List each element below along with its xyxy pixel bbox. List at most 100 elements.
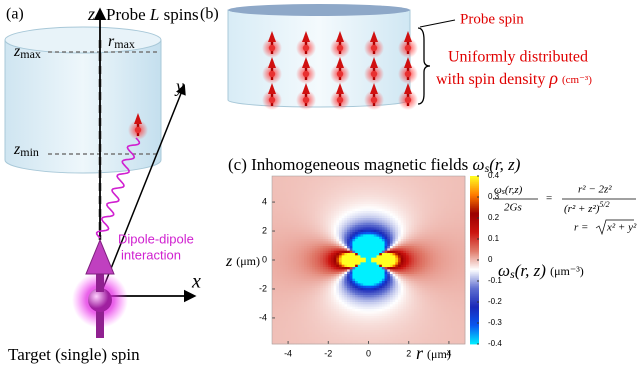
- heatmap-cell: [339, 279, 342, 282]
- heatmap-cell: [382, 213, 385, 216]
- heatmap-cell: [344, 295, 347, 298]
- heatmap-cell: [339, 227, 342, 230]
- heatmap-cell: [280, 239, 283, 242]
- heatmap-cell: [342, 251, 345, 254]
- heatmap-cell: [363, 304, 366, 307]
- heatmap-cell: [285, 309, 288, 312]
- heatmap-cell: [328, 316, 331, 319]
- heatmap-cell: [406, 225, 409, 228]
- heatmap-cell: [280, 234, 283, 237]
- heatmap-cell: [307, 206, 310, 209]
- heatmap-cell: [403, 339, 406, 342]
- heatmap-cell: [379, 204, 382, 207]
- heatmap-cell: [323, 274, 326, 277]
- heatmap-cell: [358, 251, 361, 254]
- heatmap-cell: [438, 176, 441, 179]
- heatmap-cell: [417, 318, 420, 321]
- heatmap-cell: [433, 244, 436, 247]
- heatmap-cell: [291, 297, 294, 300]
- heatmap-cell: [379, 232, 382, 235]
- heatmap-cell: [446, 286, 449, 289]
- heatmap-cell: [425, 244, 428, 247]
- heatmap-cell: [275, 337, 278, 340]
- heatmap-cell: [414, 304, 417, 307]
- heatmap-cell: [366, 192, 369, 195]
- heatmap-cell: [436, 274, 439, 277]
- heatmap-cell: [301, 244, 304, 247]
- heatmap-cell: [395, 248, 398, 251]
- heatmap-cell: [409, 192, 412, 195]
- heatmap-cell: [355, 181, 358, 184]
- heatmap-cell: [320, 316, 323, 319]
- heatmap-cell: [387, 300, 390, 303]
- heatmap-cell: [433, 206, 436, 209]
- heatmap-cell: [379, 321, 382, 324]
- heatmap-cell: [288, 262, 291, 265]
- heatmap-cell: [417, 339, 420, 342]
- heatmap-cell: [406, 318, 409, 321]
- heatmap-cell: [301, 337, 304, 340]
- heatmap-cell: [310, 246, 313, 249]
- bracket: [418, 28, 430, 104]
- heatmap-cell: [326, 309, 329, 312]
- heatmap-cell: [288, 204, 291, 207]
- heatmap-cell: [427, 246, 430, 249]
- heatmap-cell: [409, 195, 412, 198]
- heatmap-cell: [369, 199, 372, 202]
- heatmap-cell: [377, 246, 380, 249]
- heatmap-cell: [406, 223, 409, 226]
- heatmap-cell: [436, 223, 439, 226]
- heatmap-cell: [272, 281, 275, 284]
- heatmap-cell: [301, 230, 304, 233]
- heatmap-cell: [312, 328, 315, 331]
- heatmap-cell: [444, 262, 447, 265]
- heatmap-cell: [433, 267, 436, 270]
- heatmap-cell: [326, 297, 329, 300]
- heatmap-cell: [366, 307, 369, 310]
- heatmap-cell: [377, 223, 380, 226]
- heatmap-cell: [419, 225, 422, 228]
- heatmap-cell: [334, 272, 337, 275]
- heatmap-cell: [320, 209, 323, 212]
- heatmap-cell: [438, 204, 441, 207]
- heatmap-cell: [387, 307, 390, 310]
- heatmap-cell: [411, 311, 414, 314]
- heatmap-cell: [390, 183, 393, 186]
- heatmap-cell: [334, 286, 337, 289]
- heatmap-cell: [344, 230, 347, 233]
- heatmap-cell: [366, 251, 369, 254]
- heatmap-cell: [339, 230, 342, 233]
- heatmap-cell: [449, 246, 452, 249]
- heatmap-cell: [377, 199, 380, 202]
- heatmap-cell: [430, 241, 433, 244]
- heatmap-cell: [438, 295, 441, 298]
- heatmap-cell: [285, 183, 288, 186]
- heatmap-cell: [379, 337, 382, 340]
- heatmap-cell: [277, 178, 280, 181]
- heatmap-cell: [293, 307, 296, 310]
- heatmap-cell: [374, 337, 377, 340]
- heatmap-cell: [301, 225, 304, 228]
- heatmap-cell: [369, 262, 372, 265]
- heatmap-cell: [385, 220, 388, 223]
- heatmap-cell: [307, 192, 310, 195]
- heatmap-cell: [275, 321, 278, 324]
- heatmap-cell: [390, 300, 393, 303]
- heatmap-cell: [299, 302, 302, 305]
- heatmap-cell: [366, 197, 369, 200]
- heatmap-cell: [328, 337, 331, 340]
- heatmap-cell: [374, 300, 377, 303]
- heatmap-cell: [323, 232, 326, 235]
- heatmap-cell: [347, 307, 350, 310]
- heatmap-cell: [350, 316, 353, 319]
- heatmap-cell: [355, 185, 358, 188]
- heatmap-cell: [358, 269, 361, 272]
- heatmap-cell: [285, 330, 288, 333]
- heatmap-cell: [301, 241, 304, 244]
- heatmap-cell: [339, 325, 342, 328]
- heatmap-cell: [293, 188, 296, 191]
- heatmap-cell: [275, 195, 278, 198]
- heatmap-cell: [296, 202, 299, 205]
- heatmap-cell: [366, 199, 369, 202]
- heatmap-cell: [293, 234, 296, 237]
